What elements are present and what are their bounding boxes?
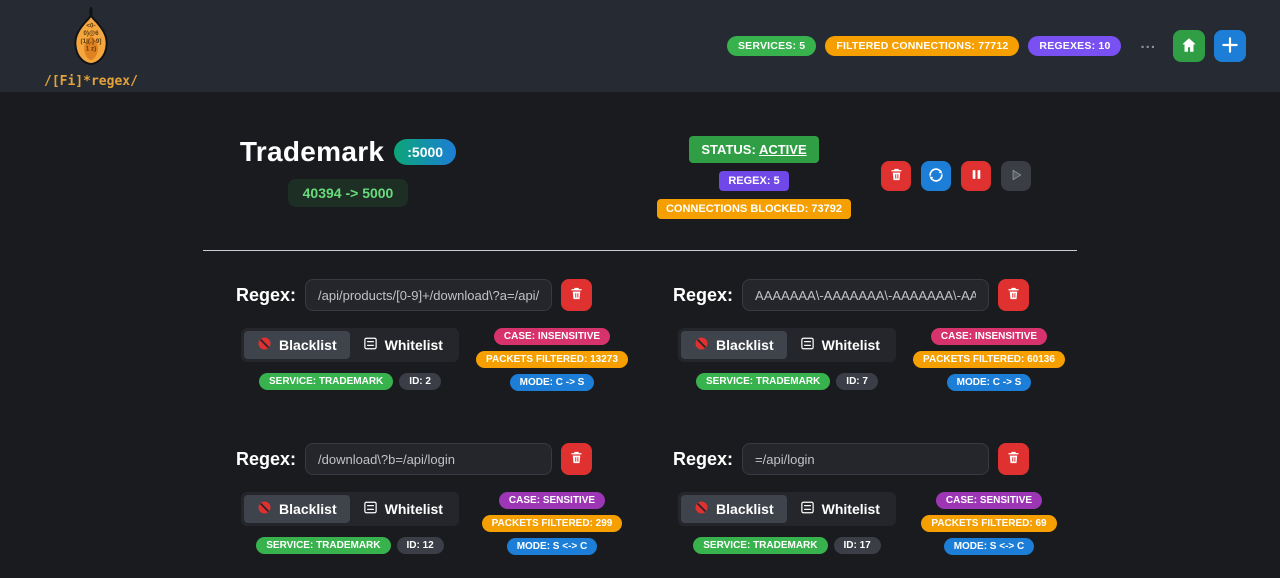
regex-card: Regex: Blacklist	[203, 279, 640, 391]
mode-segmented-control: Blacklist Whitelist	[678, 328, 896, 362]
packets-filtered-badge: PACKETS FILTERED: 299	[481, 515, 623, 532]
trash-icon	[1006, 450, 1021, 468]
packets-filtered-badge: PACKETS FILTERED: 69	[921, 515, 1057, 532]
connections-blocked-badge: CONNECTIONS BLOCKED: 73792	[656, 199, 852, 219]
regex-count-badge: REGEX: 5	[719, 171, 789, 191]
whitelist-option[interactable]: Whitelist	[787, 495, 893, 523]
flame-logo-icon: <0- 0)@6 (1|(.]-9] 1 z)	[64, 5, 118, 72]
svg-text:<0-: <0-	[86, 22, 95, 29]
regex-input[interactable]	[305, 279, 553, 311]
whitelist-option[interactable]: Whitelist	[350, 495, 456, 523]
regex-card-grid: Regex: Blacklist	[203, 279, 1077, 578]
mode-direction-badge: MODE: C -> S	[946, 374, 1032, 391]
service-name-badge: SERVICE: TRADEMARK	[693, 537, 828, 554]
pause-service-button[interactable]	[961, 161, 991, 191]
regex-input[interactable]	[742, 279, 990, 311]
top-navbar: <0- 0)@6 (1|(.]-9] 1 z) /[Fi]*regex/ SER…	[0, 0, 1280, 92]
delete-regex-button[interactable]	[998, 443, 1030, 475]
svg-text:1 z): 1 z)	[86, 46, 96, 53]
mode-direction-badge: MODE: C -> S	[509, 374, 595, 391]
logo-text: /[Fi]*regex/	[44, 74, 138, 89]
regex-id-badge: ID: 17	[833, 537, 881, 554]
svg-text:0)@6: 0)@6	[83, 30, 99, 37]
list-icon	[800, 336, 815, 354]
overflow-menu[interactable]: ...	[1140, 34, 1156, 52]
mode-segmented-control: Blacklist Whitelist	[241, 328, 459, 362]
packets-filtered-badge: PACKETS FILTERED: 60136	[913, 351, 1065, 368]
blacklist-option[interactable]: Blacklist	[244, 495, 350, 523]
list-icon	[800, 500, 815, 518]
status-value: ACTIVE	[758, 142, 807, 157]
svg-text:(1|(.]-9]: (1|(.]-9]	[80, 38, 101, 45]
refresh-icon	[927, 166, 945, 187]
regex-card: Regex: Blacklist	[640, 443, 1077, 555]
home-button[interactable]	[1173, 30, 1205, 62]
regex-label: Regex:	[673, 284, 734, 305]
firegex-logo[interactable]: <0- 0)@6 (1|(.]-9] 1 z) /[Fi]*regex/	[44, 5, 138, 89]
prohibition-icon	[694, 500, 709, 518]
regex-id-badge: ID: 12	[396, 537, 444, 554]
service-port-badge: :5000	[394, 139, 457, 165]
service-title: Trademark	[239, 136, 385, 167]
trash-icon	[569, 450, 584, 468]
service-name-badge: SERVICE: TRADEMARK	[259, 373, 394, 390]
list-icon	[363, 336, 378, 354]
prohibition-icon	[257, 500, 272, 518]
services-count-badge: SERVICES: 5	[726, 36, 817, 56]
regex-input[interactable]	[305, 443, 553, 475]
trash-icon	[569, 286, 584, 304]
regex-id-badge: ID: 2	[399, 373, 441, 390]
case-sensitivity-badge: CASE: INSENSITIVE	[493, 328, 611, 345]
blacklist-option[interactable]: Blacklist	[681, 331, 787, 359]
section-divider	[203, 250, 1077, 251]
service-name-badge: SERVICE: TRADEMARK	[696, 373, 831, 390]
prohibition-icon	[257, 336, 272, 354]
case-sensitivity-badge: CASE: SENSITIVE	[498, 492, 606, 509]
whitelist-option[interactable]: Whitelist	[350, 331, 456, 359]
trash-icon	[1006, 286, 1021, 304]
delete-regex-button[interactable]	[998, 279, 1030, 311]
regex-card: Regex: Blacklist	[640, 279, 1077, 391]
start-service-button[interactable]	[1001, 161, 1031, 191]
filtered-connections-badge: FILTERED CONNECTIONS: 77712	[825, 36, 1020, 56]
delete-regex-button[interactable]	[561, 279, 593, 311]
blacklist-option[interactable]: Blacklist	[244, 331, 350, 359]
regex-label: Regex:	[673, 448, 734, 469]
regexes-count-badge: REGEXES: 10	[1028, 36, 1122, 56]
prohibition-icon	[694, 336, 709, 354]
packets-filtered-badge: PACKETS FILTERED: 13273	[476, 351, 628, 368]
play-icon	[1009, 168, 1023, 185]
add-service-button[interactable]	[1214, 30, 1246, 62]
regex-label: Regex:	[236, 284, 297, 305]
service-name-badge: SERVICE: TRADEMARK	[256, 537, 391, 554]
home-icon	[1180, 36, 1198, 57]
service-header: Trademark :5000 40394 -> 5000 STATUS: AC…	[203, 92, 1077, 219]
regex-card: Regex: Blacklist	[203, 443, 640, 555]
plus-icon	[1220, 35, 1240, 58]
blacklist-option[interactable]: Blacklist	[681, 495, 787, 523]
pause-icon	[970, 168, 983, 184]
whitelist-option[interactable]: Whitelist	[787, 331, 893, 359]
mode-direction-badge: MODE: S <-> C	[943, 538, 1035, 555]
mode-segmented-control: Blacklist Whitelist	[241, 492, 459, 526]
status-badge: STATUS: ACTIVE	[689, 136, 819, 163]
mode-direction-badge: MODE: S <-> C	[506, 538, 598, 555]
trash-icon	[889, 167, 904, 185]
regex-id-badge: ID: 7	[836, 373, 878, 390]
port-forward-badge: 40394 -> 5000	[287, 179, 409, 207]
mode-segmented-control: Blacklist Whitelist	[678, 492, 896, 526]
regex-input[interactable]	[742, 443, 990, 475]
refresh-service-button[interactable]	[921, 161, 951, 191]
delete-regex-button[interactable]	[561, 443, 593, 475]
list-icon	[363, 500, 378, 518]
delete-service-button[interactable]	[881, 161, 911, 191]
case-sensitivity-badge: CASE: INSENSITIVE	[930, 328, 1048, 345]
case-sensitivity-badge: CASE: SENSITIVE	[935, 492, 1043, 509]
regex-label: Regex:	[236, 448, 297, 469]
